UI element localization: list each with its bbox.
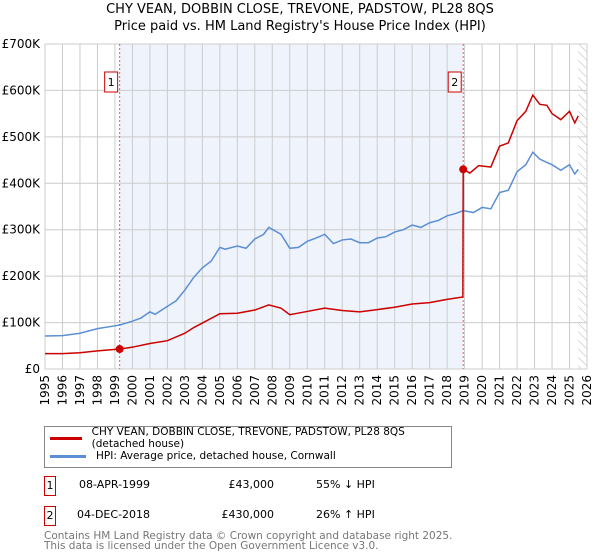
footer-line: This data is licensed under the Open Gov… <box>44 540 379 552</box>
x-tick-label: 1996 <box>55 375 69 406</box>
x-tick-label: 2022 <box>510 375 524 406</box>
sale-point <box>115 345 124 354</box>
transaction-date: 04-DEC-2018 <box>77 508 151 521</box>
x-tick-label: 1995 <box>38 375 52 406</box>
x-tick-label: 2002 <box>160 375 174 406</box>
x-tick-label: 2005 <box>213 375 227 406</box>
property-price-line <box>45 93 579 355</box>
legend-swatch <box>50 436 82 440</box>
x-tick-label: 2006 <box>230 375 244 406</box>
y-tick-label: £700K <box>2 37 42 51</box>
footer: Contains HM Land Registry data © Crown c… <box>44 530 453 552</box>
x-tick-label: 2023 <box>528 375 542 406</box>
x-tick-label: 2025 <box>563 375 577 406</box>
transaction-hpi: 26% ↑ HPI <box>316 508 375 521</box>
y-tick-label: £400K <box>2 176 42 190</box>
x-tick-label: 2014 <box>370 375 384 406</box>
chart-subtitle: Price paid vs. HM Land Registry's House … <box>114 19 486 34</box>
x-tick-label: 1997 <box>73 375 87 406</box>
sale-marker-label: 1 <box>108 76 115 89</box>
y-tick-label: £200K <box>2 269 42 283</box>
forecast-hatch <box>578 44 587 369</box>
x-tick-label: 2010 <box>300 375 314 406</box>
transaction-row: 1 08-APR-1999 £43,000 55% ↓ HPI <box>44 476 600 496</box>
transaction-badge: 1 <box>44 476 56 496</box>
x-tick-label: 2015 <box>388 375 402 406</box>
legend-item-property: CHY VEAN, DOBBIN CLOSE, TREVONE, PADSTOW… <box>45 426 451 450</box>
x-tick-label: 2018 <box>440 375 454 406</box>
legend-label: CHY VEAN, DOBBIN CLOSE, TREVONE, PADSTOW… <box>91 426 405 450</box>
y-tick-label: £500K <box>2 130 42 144</box>
x-tick-label: 2026 <box>580 375 594 406</box>
x-tick-label: 2021 <box>493 375 507 406</box>
x-tick-label: 1998 <box>90 375 104 406</box>
chart-title: CHY VEAN, DOBBIN CLOSE, TREVONE, PADSTOW… <box>106 2 494 17</box>
x-tick-label: 2008 <box>265 375 279 406</box>
y-tick-label: £300K <box>2 223 42 237</box>
y-tick-label: £600K <box>2 83 42 97</box>
transaction-price: £430,000 <box>221 508 275 521</box>
legend: CHY VEAN, DOBBIN CLOSE, TREVONE, PADSTOW… <box>44 426 452 468</box>
y-tick-label: £100K <box>2 316 42 330</box>
sale-point <box>459 165 468 174</box>
transaction-price: £43,000 <box>228 478 275 491</box>
x-tick-label: 2016 <box>405 375 419 406</box>
legend-swatch <box>50 454 86 458</box>
plot-border <box>44 43 588 370</box>
legend-label: HPI: Average price, detached house, Corn… <box>96 450 336 462</box>
sale-marker-box <box>104 71 119 93</box>
transaction-date: 08-APR-1999 <box>79 478 151 491</box>
y-tick-label: £0 <box>25 362 40 376</box>
sale-marker-box <box>447 71 462 93</box>
transaction-badge: 2 <box>44 506 56 526</box>
hpi-line <box>44 150 579 337</box>
x-tick-label: 2024 <box>545 375 559 406</box>
x-tick-label: 2004 <box>195 375 209 406</box>
x-tick-label: 2012 <box>335 375 349 406</box>
price-chart: 1995 1996 1997 1998 1999 2000 2001 2002 2003 2004… <box>2 37 594 406</box>
x-tick-label: 1999 <box>108 375 122 406</box>
x-tick-label: 2007 <box>248 375 262 406</box>
transaction-row: 2 04-DEC-2018 £430,000 26% ↑ HPI <box>44 506 600 526</box>
x-tick-label: 2000 <box>125 375 139 406</box>
x-tick-label: 2001 <box>143 375 157 406</box>
x-tick-label: 2017 <box>423 375 437 406</box>
x-tick-label: 2003 <box>178 375 192 406</box>
x-tick-label: 2013 <box>353 375 367 406</box>
x-tick-label: 2020 <box>475 375 489 406</box>
footer-line: Contains HM Land Registry data © Crown c… <box>44 530 453 542</box>
x-tick-label: 2011 <box>318 375 332 406</box>
sale-marker-label: 2 <box>451 76 458 89</box>
x-tick-label: 2019 <box>458 375 472 406</box>
transaction-hpi: 55% ↓ HPI <box>316 478 375 491</box>
x-tick-label: 2009 <box>283 375 297 406</box>
legend-item-hpi: HPI: Average price, detached house, Corn… <box>45 448 336 464</box>
